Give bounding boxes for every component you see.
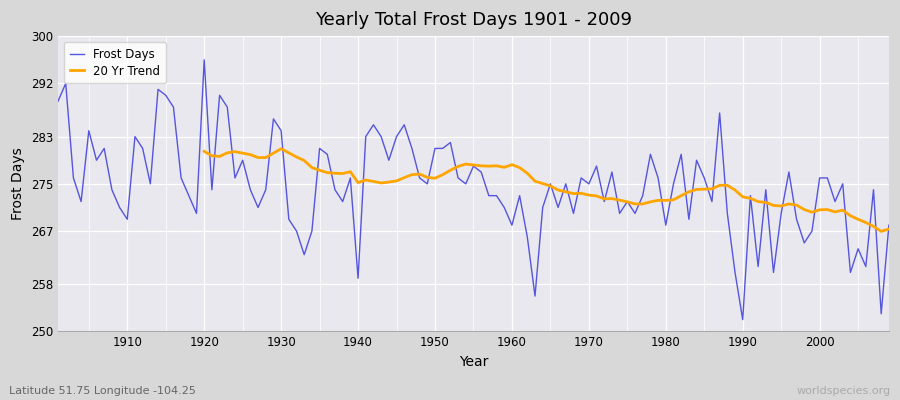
20 Yr Trend xyxy=(860,220,871,225)
Frost Days xyxy=(507,223,517,228)
Frost Days xyxy=(114,205,125,210)
20 Yr Trend xyxy=(876,229,886,234)
Frost Days xyxy=(338,199,348,204)
Line: 20 Yr Trend: 20 Yr Trend xyxy=(204,149,889,231)
20 Yr Trend xyxy=(791,203,802,208)
X-axis label: Year: Year xyxy=(459,355,488,369)
Frost Days xyxy=(737,317,748,322)
20 Yr Trend xyxy=(199,149,210,154)
20 Yr Trend xyxy=(683,190,694,194)
Frost Days xyxy=(884,223,895,228)
Frost Days xyxy=(607,170,617,174)
Legend: Frost Days, 20 Yr Trend: Frost Days, 20 Yr Trend xyxy=(64,42,166,84)
Text: worldspecies.org: worldspecies.org xyxy=(796,386,891,396)
Frost Days xyxy=(514,193,525,198)
20 Yr Trend xyxy=(414,172,425,176)
Frost Days xyxy=(291,229,302,234)
20 Yr Trend xyxy=(776,204,787,208)
Line: Frost Days: Frost Days xyxy=(58,60,889,320)
Y-axis label: Frost Days: Frost Days xyxy=(11,148,25,220)
Text: Latitude 51.75 Longitude -104.25: Latitude 51.75 Longitude -104.25 xyxy=(9,386,196,396)
Title: Yearly Total Frost Days 1901 - 2009: Yearly Total Frost Days 1901 - 2009 xyxy=(315,11,632,29)
20 Yr Trend xyxy=(299,158,310,163)
Frost Days xyxy=(52,99,63,104)
Frost Days xyxy=(199,58,210,62)
20 Yr Trend xyxy=(884,227,895,232)
20 Yr Trend xyxy=(275,146,286,151)
